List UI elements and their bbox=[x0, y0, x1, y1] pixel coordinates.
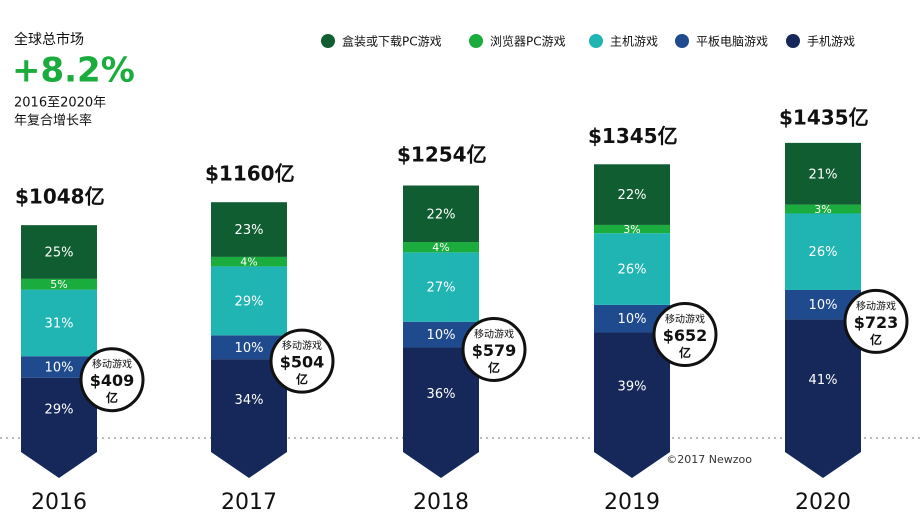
x-tick-label: 2019 bbox=[604, 490, 660, 515]
segment-label: 25% bbox=[45, 246, 74, 261]
mobile-value: $723 bbox=[854, 313, 899, 332]
bar-base bbox=[403, 439, 479, 478]
mobile-title: 移动游戏 bbox=[856, 299, 896, 312]
mobile-unit: 亿 bbox=[870, 332, 882, 347]
bar-segment bbox=[211, 202, 287, 257]
legend-swatch bbox=[675, 34, 689, 48]
bar-segment bbox=[403, 252, 479, 322]
segment-label: 29% bbox=[235, 294, 264, 309]
mobile-value: $504 bbox=[280, 353, 325, 372]
bar-segment bbox=[21, 356, 97, 378]
x-tick-label: 2018 bbox=[413, 490, 469, 515]
segment-label: 10% bbox=[618, 312, 647, 327]
bar-segment bbox=[785, 204, 861, 214]
bar-segment bbox=[21, 225, 97, 279]
mobile-unit: 亿 bbox=[296, 372, 308, 387]
mobile-unit: 亿 bbox=[106, 390, 118, 405]
mobile-value: $652 bbox=[663, 326, 708, 345]
segment-label: 10% bbox=[235, 341, 264, 356]
legend-label: 浏览器PC游戏 bbox=[490, 34, 566, 49]
mobile-unit: 亿 bbox=[488, 360, 500, 375]
legend-label: 主机游戏 bbox=[610, 35, 658, 49]
bar-segment bbox=[21, 289, 97, 357]
segment-label: 41% bbox=[809, 373, 838, 388]
segment-label: 36% bbox=[427, 387, 456, 402]
bar-base bbox=[785, 439, 861, 478]
segment-label: 26% bbox=[809, 245, 838, 260]
x-tick-label: 2017 bbox=[221, 490, 277, 515]
bar-segment bbox=[21, 278, 97, 290]
x-tick-label: 2016 bbox=[31, 490, 87, 515]
legend-label: 盒装或下载PC游戏 bbox=[342, 34, 442, 49]
bar-segment bbox=[594, 233, 670, 305]
mobile-value: $409 bbox=[90, 371, 135, 390]
segment-label: 23% bbox=[235, 223, 264, 238]
cagr-period: 2016至2020年 bbox=[14, 96, 106, 111]
mobile-title: 移动游戏 bbox=[474, 327, 514, 340]
segment-label: 22% bbox=[427, 207, 456, 222]
segment-label: 4% bbox=[240, 256, 257, 269]
bar-segment bbox=[785, 213, 861, 290]
mobile-value: $579 bbox=[472, 341, 517, 360]
source: ©2017 Newzoo bbox=[666, 453, 752, 466]
segment-label: 10% bbox=[45, 360, 74, 375]
segment-label: 21% bbox=[809, 167, 838, 182]
mobile-callout bbox=[652, 301, 718, 367]
segment-label: 29% bbox=[45, 402, 74, 417]
mobile-callout bbox=[269, 328, 335, 394]
segment-label: 31% bbox=[45, 316, 74, 331]
mobile-callout bbox=[461, 316, 527, 382]
segment-label: 3% bbox=[623, 223, 640, 236]
segment-label: 26% bbox=[618, 263, 647, 278]
chart-title: 全球总市场 bbox=[14, 31, 84, 48]
segment-label: 39% bbox=[618, 380, 647, 395]
segment-label: 10% bbox=[809, 298, 838, 313]
total-label: $1048亿 bbox=[15, 185, 105, 209]
mobile-callout bbox=[79, 347, 145, 413]
mobile-unit: 亿 bbox=[679, 345, 691, 360]
bar-segment bbox=[211, 256, 287, 267]
bar-segment bbox=[211, 335, 287, 360]
mobile-callout bbox=[843, 288, 909, 354]
segment-label: 3% bbox=[814, 203, 831, 216]
bar-segment bbox=[594, 164, 670, 225]
bar-segment bbox=[785, 319, 861, 440]
bar-base bbox=[211, 439, 287, 478]
bar-segment bbox=[403, 185, 479, 243]
x-tick-label: 2020 bbox=[795, 490, 851, 515]
legend-swatch bbox=[469, 34, 483, 48]
legend-swatch bbox=[786, 34, 800, 48]
total-label: $1345亿 bbox=[588, 124, 678, 148]
cagr-label: 年复合增长率 bbox=[14, 113, 92, 129]
segment-label: 27% bbox=[427, 281, 456, 296]
bar-segment bbox=[403, 242, 479, 253]
cagr-value: +8.2% bbox=[12, 51, 135, 91]
bar-segment bbox=[211, 266, 287, 336]
segment-label: 22% bbox=[618, 188, 647, 203]
legend-swatch bbox=[321, 34, 335, 48]
legend-label: 手机游戏 bbox=[807, 35, 855, 49]
segment-label: 5% bbox=[50, 278, 67, 291]
total-label: $1160亿 bbox=[205, 162, 295, 186]
mobile-title: 移动游戏 bbox=[665, 312, 705, 325]
segment-label: 34% bbox=[235, 393, 264, 408]
segment-label: 4% bbox=[432, 241, 449, 254]
bar-base bbox=[594, 439, 670, 478]
segment-label: 10% bbox=[427, 328, 456, 343]
mobile-title: 移动游戏 bbox=[282, 339, 322, 352]
total-label: $1254亿 bbox=[397, 142, 487, 166]
legend-swatch bbox=[589, 34, 603, 48]
total-label: $1435亿 bbox=[779, 105, 869, 129]
bar-base bbox=[21, 439, 97, 478]
bar-segment bbox=[594, 224, 670, 234]
legend-label: 平板电脑游戏 bbox=[696, 35, 768, 49]
bar-segment bbox=[785, 142, 861, 205]
mobile-title: 移动游戏 bbox=[92, 358, 132, 371]
